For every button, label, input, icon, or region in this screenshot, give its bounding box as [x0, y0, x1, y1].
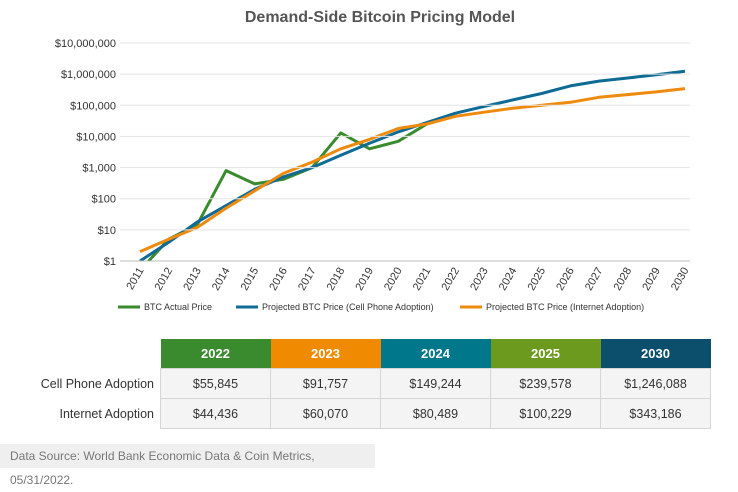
header-cell: 2023	[270, 339, 381, 369]
x-tick-label: 2019	[353, 266, 376, 293]
value-cell: $80,489	[380, 398, 491, 429]
x-tick-label: 2030	[669, 266, 692, 293]
y-tick-label: $10,000	[76, 131, 116, 143]
table-row: Cell Phone Adoption $55,845 $91,757 $149,24…	[30, 368, 711, 399]
header-cell: 2024	[380, 339, 491, 369]
x-tick-label: 2024	[497, 266, 520, 293]
x-tick-label: 2023	[468, 266, 491, 293]
y-tick-label: $100	[92, 194, 116, 206]
x-tick-label: 2026	[554, 266, 577, 293]
header-cell: 2022	[160, 339, 271, 369]
x-tick-label: 2015	[239, 266, 262, 293]
x-tick-label: 2029	[640, 266, 663, 293]
x-tick-label: 2020	[382, 266, 405, 293]
source: Data Source: World Bank Economic Data & …	[0, 444, 375, 487]
x-tick-label: 2013	[181, 266, 204, 293]
value-cell: $60,070	[270, 398, 381, 429]
x-tick-label: 2017	[296, 266, 319, 293]
chart: Demand-Side Bitcoin Pricing Model $1 $10 $…	[55, 9, 692, 312]
x-tick-label: 2021	[411, 266, 434, 293]
corner	[30, 339, 161, 369]
x-tick-label: 2011	[124, 266, 146, 292]
x-tick-label: 2014	[210, 266, 233, 293]
legend-label: BTC Actual Price	[144, 302, 212, 312]
table-row: Internet Adoption $44,436 $60,070 $80,489 $1…	[30, 398, 711, 429]
value-cell: $1,246,088	[600, 368, 711, 399]
value-cell: $44,436	[160, 398, 271, 429]
row-label: Internet Adoption	[30, 398, 161, 429]
value-cell: $55,845	[160, 368, 271, 399]
legend-label: Projected BTC Price (Internet Adoption)	[486, 302, 644, 312]
series-line	[139, 87, 686, 253]
value-cell: $149,244	[380, 368, 491, 399]
x-tick-label: 2028	[612, 266, 635, 293]
x-tick-label: 2027	[583, 266, 606, 293]
legend-label: Projected BTC Price (Cell Phone Adoption…	[262, 302, 434, 312]
chart-title: Demand-Side Bitcoin Pricing Model	[245, 9, 515, 26]
page: {"chart_data":{"type":"line","title":"De…	[0, 9, 711, 487]
y-tick-label: $10	[98, 225, 116, 237]
x-tick-label: 2012	[153, 266, 176, 293]
plot-area	[139, 69, 686, 261]
header-cell: 2030	[600, 339, 711, 369]
row-label: Cell Phone Adoption	[30, 368, 161, 399]
y-tick-label: $10,000,000	[55, 38, 116, 50]
x-tick-label: 2016	[267, 266, 290, 293]
value-cell: $91,757	[270, 368, 381, 399]
y-tick-label: $1,000,000	[61, 69, 116, 81]
y-tick-label: $1	[104, 256, 116, 268]
y-tick-label: $1,000	[82, 163, 116, 175]
series-line	[139, 69, 686, 261]
data-table: 2022 2023 2024 2025 2030 Cell Phone Adoption $…	[30, 339, 711, 429]
series-line	[146, 122, 428, 261]
x-tick-label: 2025	[526, 266, 549, 293]
x-tick-label: 2022	[439, 266, 462, 293]
y-tick-label: $100,000	[70, 100, 116, 112]
x-tick-label: 2018	[325, 266, 348, 293]
header-cell: 2025	[490, 339, 601, 369]
value-cell: $239,578	[490, 368, 601, 399]
value-cell: $100,229	[490, 398, 601, 429]
value-cell: $343,186	[600, 398, 711, 429]
